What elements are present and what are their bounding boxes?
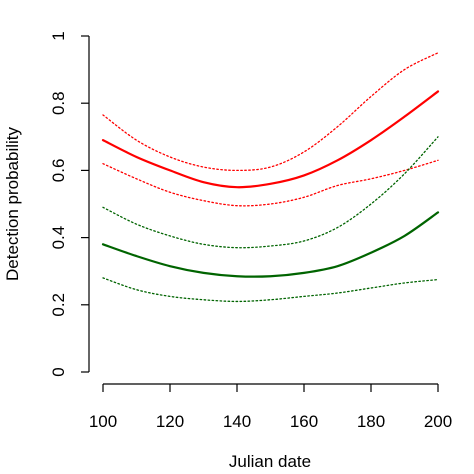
y-tick-label: 0.2 xyxy=(49,293,68,317)
series-line-red-solid-0 xyxy=(101,90,440,189)
series-line-red-dotted-1 xyxy=(102,52,439,172)
y-tick-label: 0 xyxy=(49,367,68,376)
series-line-green-solid-3 xyxy=(101,211,440,278)
series-line-green-dotted-4 xyxy=(102,136,439,249)
x-tick-label: 140 xyxy=(223,412,251,431)
series-layer xyxy=(101,52,440,303)
y-axis-title: Detection probability xyxy=(3,126,22,281)
y-axis: 0 0.2 0.4 0.6 0.8 1 xyxy=(49,31,90,377)
x-axis: 100 120 140 160 180 200 xyxy=(89,383,452,431)
series-line-green-dotted-5 xyxy=(102,277,439,303)
x-tick-label: 200 xyxy=(424,412,452,431)
y-tick-label: 0.8 xyxy=(49,91,68,115)
series-line-red-dotted-2 xyxy=(102,159,439,207)
x-tick-label: 120 xyxy=(156,412,184,431)
y-tick-label: 1 xyxy=(49,31,68,40)
x-tick-label: 160 xyxy=(290,412,318,431)
x-axis-title: Julian date xyxy=(229,452,311,471)
y-tick-label: 0.6 xyxy=(49,159,68,183)
x-tick-label: 180 xyxy=(357,412,385,431)
x-tick-label: 100 xyxy=(89,412,117,431)
y-tick-label: 0.4 xyxy=(49,226,68,250)
